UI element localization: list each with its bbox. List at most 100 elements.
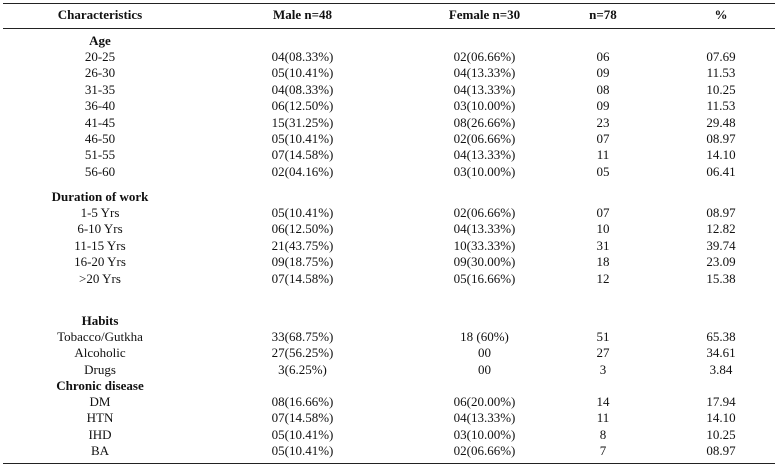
row-value: 21(43.75%) <box>271 238 334 253</box>
row-value: 14 <box>596 394 610 409</box>
row-value: 27 <box>596 345 610 360</box>
row-value: 02(06.66%) <box>453 443 516 458</box>
row-label: 6-10 Yrs <box>77 221 123 236</box>
row-value: 15.38 <box>706 271 736 286</box>
row-value: 00 <box>478 362 491 377</box>
row-label: >20 Yrs <box>79 271 121 286</box>
row-value: 08(16.66%) <box>271 394 334 409</box>
row-value: 04(13.33%) <box>453 65 516 80</box>
row-value: 29.48 <box>706 115 736 130</box>
row-value: 14.10 <box>706 410 736 425</box>
row-label: BA <box>90 443 110 458</box>
row-value: 33(68.75%) <box>271 329 334 344</box>
row-value: 31 <box>596 238 610 253</box>
row-label: 20-25 <box>84 49 116 64</box>
row-value: 04(13.33%) <box>453 82 516 97</box>
row-value: 08.97 <box>706 443 736 458</box>
row-value: 23 <box>596 115 610 130</box>
row-value: 03(10.00%) <box>453 164 516 179</box>
row-value: 00 <box>478 345 491 360</box>
row-label: 1-5 Yrs <box>80 205 120 220</box>
row-label: DM <box>89 394 111 409</box>
row-value: 11.53 <box>706 98 736 113</box>
row-value: 07.69 <box>706 49 736 64</box>
row-value: 08.97 <box>706 205 736 220</box>
row-label: HTN <box>86 410 114 425</box>
row-value: 3.84 <box>709 362 733 377</box>
section-title: Habits <box>81 313 119 328</box>
row-value: 15(31.25%) <box>271 115 334 130</box>
row-value: 06 <box>596 49 610 64</box>
row-value: 08(26.66%) <box>453 115 516 130</box>
row-value: 05(16.66%) <box>453 271 516 286</box>
row-value: 02(06.66%) <box>453 49 516 64</box>
row-value: 06(12.50%) <box>271 221 334 236</box>
row-value: 07 <box>596 205 610 220</box>
row-label: IHD <box>88 427 112 442</box>
row-value: 14.10 <box>706 147 736 162</box>
row-label: Tobacco/Gutkha <box>57 329 143 344</box>
row-value: 02(06.66%) <box>453 205 516 220</box>
row-value: 51 <box>596 329 610 344</box>
row-value: 10 <box>596 221 610 236</box>
row-value: 11 <box>596 410 610 425</box>
row-label: 51-55 <box>84 147 116 162</box>
row-value: 18 (60%) <box>460 329 509 344</box>
row-value: 05(10.41%) <box>271 427 334 442</box>
row-label: 41-45 <box>84 115 116 130</box>
row-value: 07(14.58%) <box>271 271 334 286</box>
row-value: 3 <box>599 362 607 377</box>
section-title: Chronic disease <box>56 378 144 393</box>
row-value: 09 <box>596 65 610 80</box>
row-value: 27(56.25%) <box>271 345 334 360</box>
row-value: 10(33.33%) <box>453 238 516 253</box>
row-value: 06(12.50%) <box>271 98 334 113</box>
row-value: 18 <box>596 254 610 269</box>
row-value: 10.25 <box>706 82 736 97</box>
row-value: 08 <box>596 82 610 97</box>
row-value: 23.09 <box>706 254 736 269</box>
row-value: 06(20.00%) <box>453 394 516 409</box>
row-value: 03(10.00%) <box>453 427 516 442</box>
row-value: 09 <box>596 98 610 113</box>
row-label: 56-60 <box>84 164 116 179</box>
row-value: 05(10.41%) <box>271 205 334 220</box>
bottom-rule <box>3 463 775 464</box>
row-label: Drugs <box>84 362 116 377</box>
row-label: 31-35 <box>84 82 116 97</box>
section-title: Age <box>89 33 111 48</box>
row-value: 3(6.25%) <box>278 362 327 377</box>
header-cell: % <box>714 7 728 22</box>
row-value: 65.38 <box>706 329 736 344</box>
header-cell: Characteristics <box>57 7 143 22</box>
row-value: 05 <box>596 164 610 179</box>
row-value: 08.97 <box>706 131 736 146</box>
row-value: 09(18.75%) <box>271 254 334 269</box>
header-cell: n=78 <box>589 7 617 22</box>
row-value: 8 <box>599 427 607 442</box>
row-value: 09(30.00%) <box>453 254 516 269</box>
row-value: 39.74 <box>706 238 736 253</box>
header-cell: Female n=30 <box>448 7 521 22</box>
row-value: 06.41 <box>706 164 736 179</box>
row-label: 36-40 <box>84 98 116 113</box>
row-value: 04(13.33%) <box>453 410 516 425</box>
row-label: 46-50 <box>84 131 116 146</box>
row-value: 05(10.41%) <box>271 131 334 146</box>
row-value: 07(14.58%) <box>271 147 334 162</box>
row-value: 11 <box>596 147 610 162</box>
row-value: 04(08.33%) <box>271 49 334 64</box>
header-rule <box>3 28 775 29</box>
row-value: 34.61 <box>706 345 736 360</box>
row-value: 03(10.00%) <box>453 98 516 113</box>
row-label: Alcoholic <box>74 345 126 360</box>
row-value: 12 <box>596 271 610 286</box>
row-value: 12.82 <box>706 221 736 236</box>
row-value: 07 <box>596 131 610 146</box>
row-value: 05(10.41%) <box>271 65 334 80</box>
row-value: 04(08.33%) <box>271 82 334 97</box>
row-value: 04(13.33%) <box>453 221 516 236</box>
row-value: 02(06.66%) <box>453 131 516 146</box>
row-value: 10.25 <box>706 427 736 442</box>
